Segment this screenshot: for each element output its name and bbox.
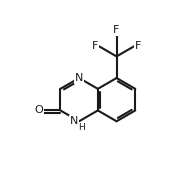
Text: F: F bbox=[91, 41, 98, 51]
Text: H: H bbox=[79, 123, 85, 132]
Text: O: O bbox=[34, 105, 43, 115]
Text: F: F bbox=[113, 25, 120, 35]
Text: N: N bbox=[75, 73, 83, 83]
Text: N: N bbox=[70, 116, 78, 126]
Text: F: F bbox=[135, 41, 142, 51]
